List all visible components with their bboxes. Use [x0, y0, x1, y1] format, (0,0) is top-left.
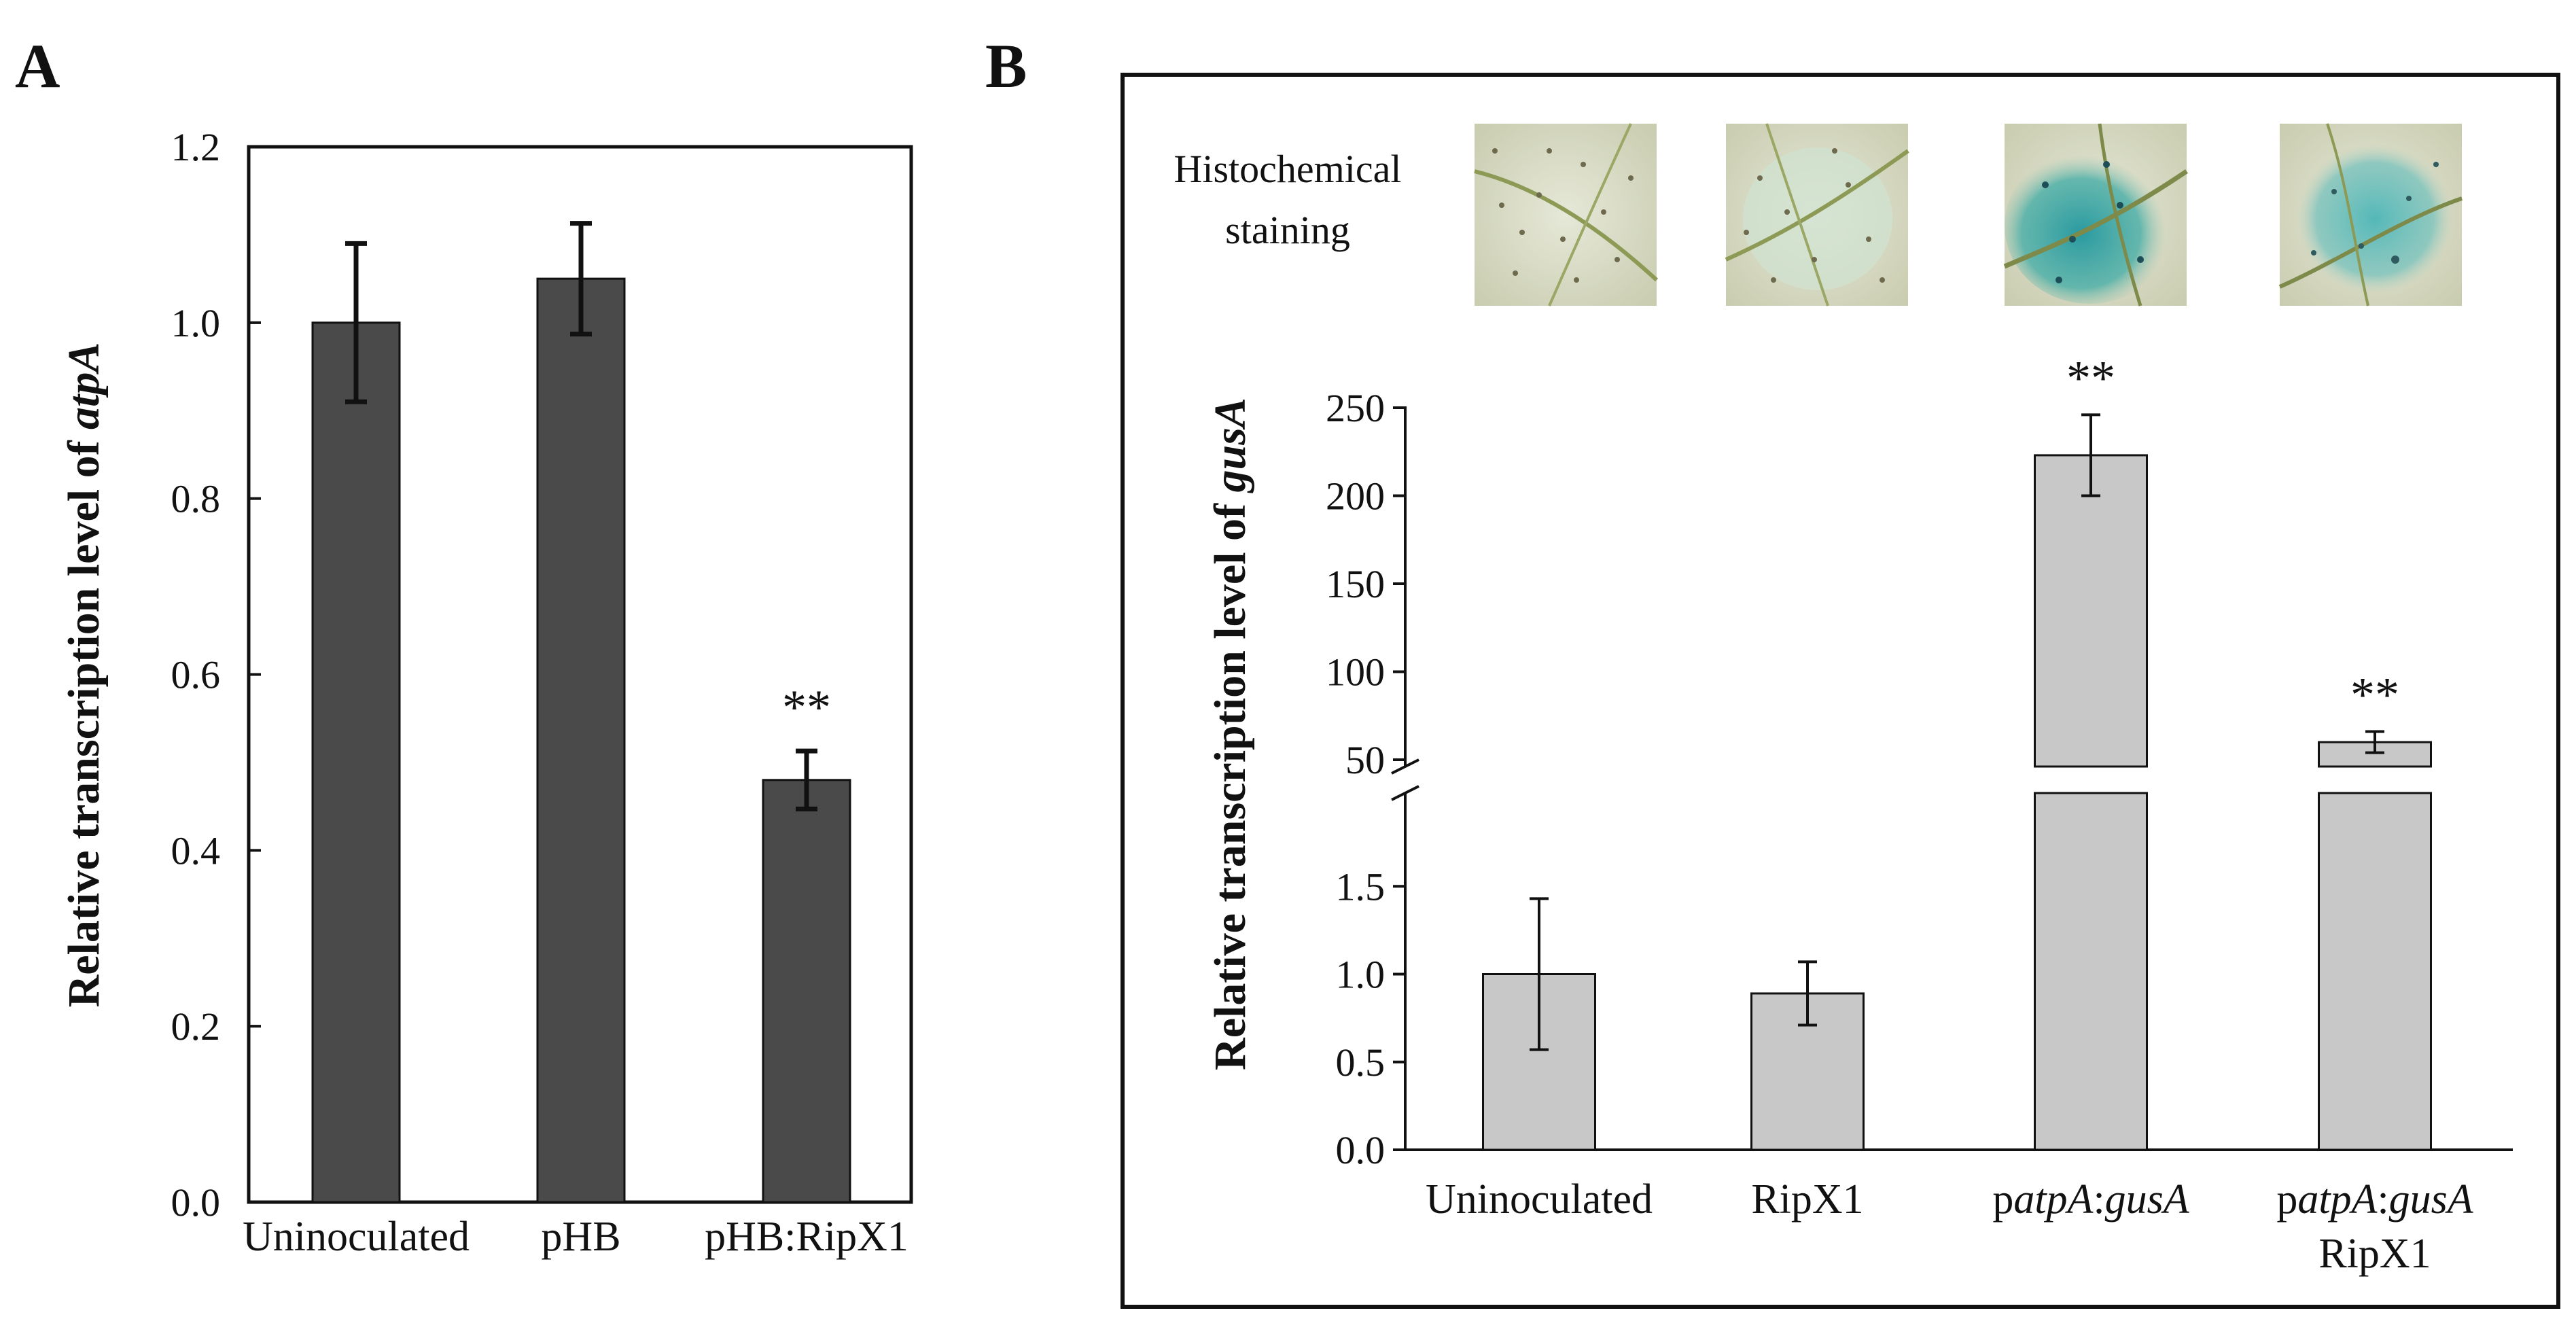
- chart-a-significance-label: **: [782, 680, 831, 735]
- chart-b-error-bar: [1530, 897, 1549, 1051]
- axis-break-marks: [1391, 758, 1419, 801]
- chart-a-bar-uninoculated: [311, 321, 401, 1203]
- chart-b-y-axis-label: Relative transcription level of gusA: [1205, 398, 1255, 1070]
- chart-b-significance-label: **: [2350, 668, 2399, 722]
- chart-a-category-label: pHB:RipX1: [705, 1214, 908, 1260]
- chart-b: 50 100 150 200 250 0.0 0.5 1.0 1.5 ** ** Uninocul…: [1205, 351, 2513, 1277]
- panel-a-letter: A: [15, 31, 60, 101]
- chart-b-category-label-line2: RipX1: [2318, 1231, 2431, 1277]
- staining-image-patpa-gusa: [2003, 123, 2188, 306]
- chart-b-y-tick-label: 150: [1326, 562, 1385, 606]
- panel-b-letter: B: [985, 31, 1027, 101]
- chart-a-y-tick-label: 0.0: [171, 1180, 221, 1225]
- chart-a-bars: **: [311, 221, 851, 1203]
- chart-a-y-tick-label: 1.2: [171, 125, 221, 169]
- staining-image-ripx1: [1725, 123, 1909, 306]
- chart-b-category-label: patpA:gusA: [2276, 1176, 2473, 1223]
- chart-b-category-label: RipX1: [1751, 1176, 1863, 1223]
- chart-a: 0.0 0.2 0.4 0.6 0.8 1.0 1.2 ** Uninoculated pHB…: [59, 125, 913, 1260]
- chart-b-y-tick-label: 0.5: [1336, 1040, 1386, 1085]
- chart-a-error-bar: [345, 241, 367, 404]
- staining-label-line2: staining: [1225, 208, 1350, 252]
- chart-a-y-tick-label: 0.6: [171, 653, 221, 697]
- chart-a-y-tick-label: 0.4: [171, 828, 221, 873]
- chart-a-error-bar: [796, 748, 817, 812]
- panel-b-frame: [1121, 73, 2560, 1309]
- chart-b-y-tick-label: 250: [1326, 386, 1385, 430]
- chart-b-bar-patpa-gusa-ripx1-lower: [2318, 792, 2432, 1151]
- chart-a-y-tick-label: 1.0: [171, 301, 221, 345]
- chart-b-bar-patpa-gusa-lower: [2034, 792, 2148, 1151]
- chart-a-bar-phb-ripx1: [762, 779, 851, 1203]
- chart-b-bars: ** **: [1482, 351, 2432, 1151]
- chart-a-category-label: Uninoculated: [243, 1214, 470, 1260]
- chart-b-bar-patpa-gusa: [2034, 454, 2148, 768]
- chart-b-error-bar: [2081, 413, 2100, 497]
- chart-a-bar-phb: [536, 277, 626, 1203]
- chart-b-significance-label: **: [2066, 351, 2115, 405]
- chart-a-x-axis: Uninoculated pHB pHB:RipX1: [243, 1214, 908, 1260]
- chart-b-category-label: patpA:gusA: [1992, 1176, 2189, 1223]
- chart-b-category-label: Uninoculated: [1426, 1176, 1653, 1223]
- chart-a-y-axis: 0.0 0.2 0.4 0.6 0.8 1.0 1.2: [171, 125, 261, 1225]
- chart-b-y-tick-label: 0.0: [1336, 1128, 1386, 1172]
- chart-b-y-axis: 50 100 150 200 250 0.0 0.5 1.0 1.5: [1326, 386, 1405, 1172]
- chart-a-error-bar: [570, 221, 592, 337]
- chart-b-x-axis: Uninoculated RipX1 patpA:gusA patpA:gusA Rip…: [1426, 1176, 2474, 1277]
- staining-label-line1: Histochemical: [1174, 147, 1401, 191]
- chart-b-error-bar: [1798, 960, 1817, 1027]
- chart-b-error-bar: [2365, 730, 2384, 754]
- staining-image-uninoculated: [1474, 123, 1659, 306]
- chart-a-y-tick-label: 0.2: [171, 1004, 221, 1049]
- staining-image-patpa-gusa-ripx1: [2278, 123, 2463, 306]
- chart-b-y-tick-label: 1.5: [1336, 864, 1386, 909]
- chart-a-y-axis-label: Relative transcription level of atpA: [59, 342, 109, 1008]
- chart-b-y-tick-label: 200: [1326, 474, 1385, 518]
- chart-a-y-tick-label: 0.8: [171, 477, 221, 521]
- chart-a-category-label: pHB: [541, 1214, 620, 1260]
- chart-b-y-tick-label: 1.0: [1336, 953, 1386, 997]
- chart-b-y-tick-label: 50: [1345, 738, 1385, 782]
- chart-b-y-tick-label: 100: [1326, 650, 1385, 695]
